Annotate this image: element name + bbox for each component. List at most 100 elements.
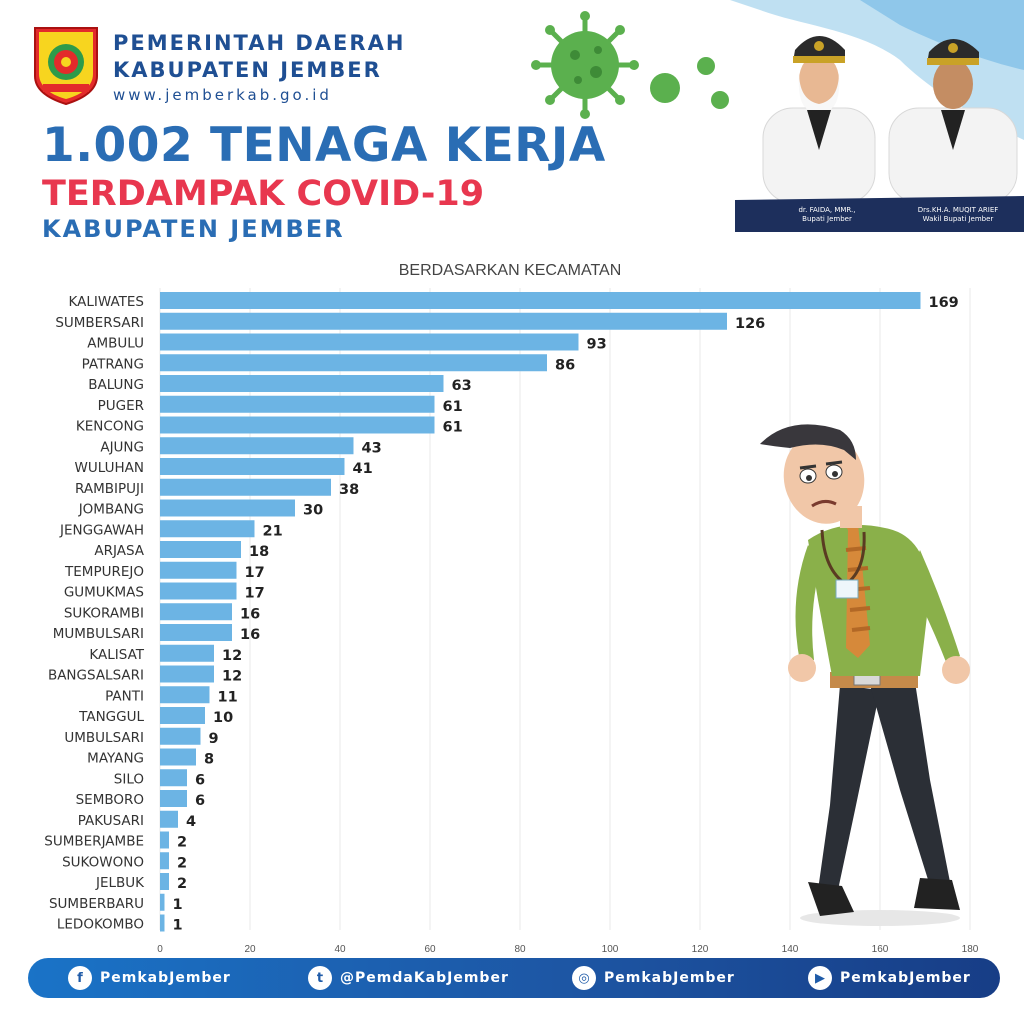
value-label: 16 [240,627,260,643]
bar [160,561,237,579]
value-label: 63 [452,378,472,394]
bar [160,852,169,870]
bar [160,416,435,434]
headline-subtitle: TERDAMPAK COVID-19 [42,174,485,214]
x-tick-label: 180 [962,944,979,955]
category-label: LEDOKOMBO [57,917,144,933]
chart-axis-ticks: 0 20 40 60 80 100 120 140 160 180 [157,944,979,955]
bar [160,665,214,683]
bar [160,748,196,766]
facebook-icon: f [68,966,92,990]
category-label: KALISAT [89,647,144,663]
official-2-name: Drs.KH.A. MUQIT ARIEF [917,206,999,214]
bar [160,790,187,807]
chart-category-labels: KALIWATES SUMBERSARI AMBULU PATRANG BALUNG PU… [44,294,145,933]
category-label: TANGGUL [78,709,144,725]
value-label: 169 [929,295,959,311]
category-label: BALUNG [88,377,144,393]
value-label: 9 [209,731,219,747]
value-label: 12 [222,669,242,685]
website-link[interactable]: www.jemberkab.go.id [113,86,332,104]
org-name-line2: KABUPATEN JEMBER [113,58,382,82]
category-label: PUGER [98,398,144,414]
value-label: 4 [186,814,196,830]
category-label: JOMBANG [78,502,144,518]
value-label: 61 [443,420,463,436]
value-label: 17 [245,586,265,602]
bar [160,769,187,787]
value-label: 6 [195,793,205,809]
chart-value-labels: 1691269386636161434138302118171716161212… [173,295,959,934]
value-label: 1 [173,918,183,934]
social-facebook[interactable]: f PemkabJember [68,958,231,998]
bar [160,312,727,330]
value-label: 8 [204,752,214,768]
value-label: 41 [353,461,373,477]
bar [160,437,354,455]
official-1-name: dr. FAIDA, MMR., [798,206,856,214]
category-label: BANGSALSARI [48,668,144,684]
instagram-handle: PemkabJember [604,970,735,986]
x-tick-label: 60 [424,944,436,955]
bar [160,873,169,890]
value-label: 11 [218,689,238,705]
category-label: SUMBERJAMBE [44,834,144,850]
social-instagram[interactable]: ◎ PemkabJember [572,958,735,998]
category-label: MUMBULSARI [53,626,144,642]
category-label: MAYANG [87,751,144,767]
bar [160,520,255,538]
social-youtube[interactable]: ▶ PemkabJember [808,958,971,998]
bar [160,624,232,641]
instagram-icon: ◎ [572,966,596,990]
facebook-handle: PemkabJember [100,970,231,986]
value-label: 17 [245,565,265,581]
category-label: PANTI [105,688,144,704]
bar [160,603,232,621]
x-tick-label: 160 [872,944,889,955]
bar-chart: BERDASARKAN KECAMATAN KALIWATES SUMBERSAR… [44,262,979,955]
value-label: 10 [213,710,233,726]
value-label: 16 [240,606,260,622]
bar [160,686,210,704]
category-label: GUMUKMAS [64,585,144,601]
category-label: SUMBERBARU [49,896,144,912]
bar [160,707,205,724]
x-tick-label: 120 [692,944,709,955]
bar [160,375,444,392]
bar [160,541,241,558]
category-label: SUKORAMBI [64,605,144,621]
value-label: 86 [555,357,575,373]
officials-panel: dr. FAIDA, MMR., Bupati Jember Drs.KH.A.… [735,0,1024,232]
bar [160,810,178,828]
bar [160,292,921,309]
value-label: 126 [735,316,765,332]
virus-icon [531,11,729,119]
social-twitter[interactable]: t @PemdaKabJember [308,958,509,998]
twitter-icon: t [308,966,332,990]
category-label: ARJASA [94,543,144,559]
value-label: 43 [362,440,382,456]
category-label: SILO [114,771,144,787]
value-label: 18 [249,544,269,560]
headline-title: 1.002 TENAGA KERJA [42,118,606,173]
x-tick-label: 40 [334,944,346,955]
category-label: SUKOWONO [62,854,144,870]
bar [160,582,237,600]
x-tick-label: 80 [514,944,526,955]
value-label: 12 [222,648,242,664]
value-label: 1 [173,897,183,913]
social-footer: f PemkabJember t @PemdaKabJember ◎ Pemka… [28,958,1000,998]
category-label: AMBULU [87,336,144,352]
youtube-icon: ▶ [808,966,832,990]
category-label: PAKUSARI [78,813,144,829]
bar [160,458,345,475]
twitter-handle: @PemdaKabJember [340,970,509,986]
official-portrait-2 [888,39,1018,204]
x-tick-label: 100 [602,944,619,955]
bar [160,831,169,849]
category-label: PATRANG [82,356,144,372]
category-label: SUMBERSARI [55,315,144,331]
category-label: RAMBIPUJI [75,481,144,497]
bar [160,333,579,351]
